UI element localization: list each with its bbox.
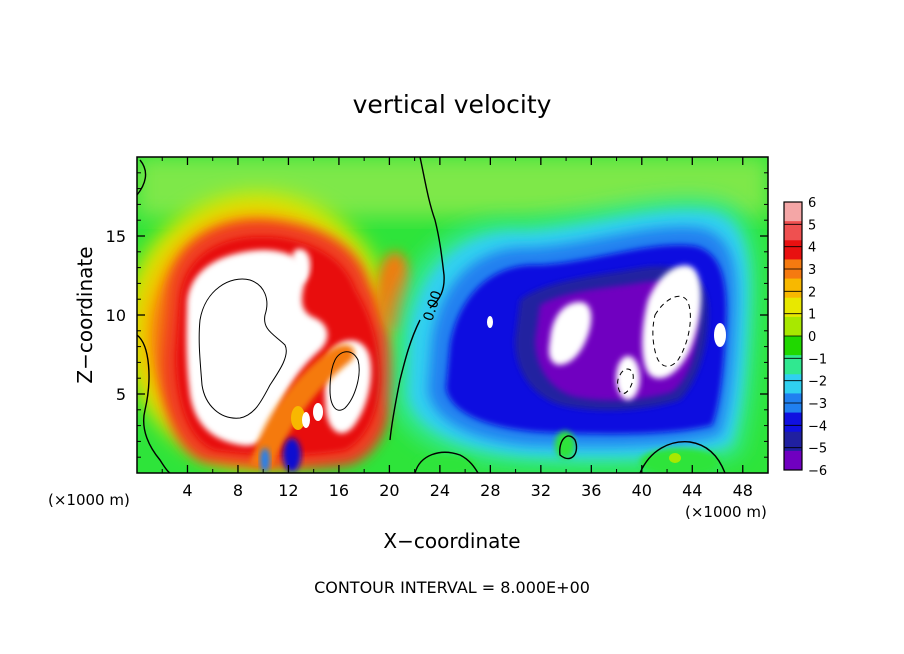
colorbar: 6 5 4 3 2 1 0 −1 −2 −3 −4 −5 −6 [783, 196, 827, 479]
x-tick-label: 24 [430, 481, 450, 500]
colorbar-swatch [784, 450, 802, 471]
downdraft-small-near-ground-2 [260, 448, 270, 472]
contour-interval-note: CONTOUR INTERVAL = 8.000E+00 [314, 578, 590, 597]
updraft-arc-band [250, 344, 355, 468]
colorbar-swatch [784, 202, 802, 222]
colorbar-swatch [784, 240, 802, 260]
colorbar-label: −3 [808, 397, 827, 412]
contour-negative-right [652, 295, 691, 367]
contour-positive-right [329, 351, 360, 411]
x-tick-label: 28 [480, 481, 500, 500]
colorbar-label: −2 [808, 375, 827, 390]
colorbar-swatch [784, 278, 802, 299]
colorbar-label: −5 [808, 442, 827, 457]
colorbar-label: −1 [808, 352, 827, 367]
contour-lines [137, 157, 726, 473]
updraft-spot-1 [291, 406, 305, 430]
updraft-core-a [186, 250, 328, 446]
downdraft-core-right [642, 265, 702, 379]
colorbar-swatch [784, 221, 802, 241]
updraft-left [137, 192, 413, 472]
contour-zero-bottom-right [639, 441, 726, 473]
green-pocket-1 [555, 431, 575, 459]
z-unit-label: (×1000 m) [48, 491, 130, 509]
colorbar-swatch [784, 355, 802, 375]
contour-zero-divider [419, 157, 445, 309]
colorbar-swatch [784, 297, 802, 318]
contour-zero-left-edge [137, 334, 171, 473]
colorbar-label: 1 [808, 308, 816, 323]
y-tick-label: 5 [116, 385, 126, 404]
contour-zero-left-border [137, 159, 147, 196]
colorbar-swatch [784, 316, 802, 337]
x-axis-label: X−coordinate [383, 529, 520, 553]
contour-zero-divider-lower [389, 319, 421, 441]
colorbar-swatch [784, 431, 802, 452]
downdraft-core-edge [714, 323, 726, 347]
yellow-speck [669, 453, 681, 463]
chart-title: vertical velocity [353, 90, 552, 119]
colorbar-swatch [784, 412, 802, 433]
colorbar-label: 6 [808, 196, 816, 211]
updraft-spot-2 [313, 403, 323, 421]
contour-zero-bottom-mid [414, 451, 479, 473]
x-tick-label: 16 [329, 481, 349, 500]
x-tick-label: 4 [182, 481, 192, 500]
downdraft-core-left [548, 302, 592, 365]
colorbar-swatch [784, 336, 802, 356]
colorbar-label: −4 [808, 419, 827, 434]
y-axis-ticks: 5 10 15 [106, 172, 768, 458]
colorbar-label: −6 [808, 464, 827, 479]
x-unit-label: (×1000 m) [685, 503, 767, 521]
x-tick-label: 48 [733, 481, 753, 500]
downdraft-right [392, 197, 759, 473]
x-tick-label: 32 [531, 481, 551, 500]
green-pocket-3 [415, 455, 475, 473]
x-tick-label: 44 [682, 481, 702, 500]
heatmap-field: 0.00 [137, 157, 768, 473]
updraft-spot-3 [302, 412, 310, 428]
x-axis-ticks: 4 8 12 16 20 24 28 32 36 40 44 48 [161, 157, 753, 500]
green-pocket-2 [640, 448, 720, 473]
colorbar-label: 0 [808, 330, 816, 345]
colorbar-label: 3 [808, 263, 816, 278]
x-tick-label: 20 [379, 481, 399, 500]
colorbar-swatch [784, 374, 802, 394]
x-tick-label: 8 [233, 481, 243, 500]
contour-zero-small-loop [559, 435, 578, 460]
colorbar-label: 5 [808, 218, 816, 233]
y-axis-label: Z−coordinate [73, 246, 97, 383]
downdraft-small-near-ground [283, 438, 301, 472]
contour-positive-left [198, 278, 287, 419]
y-tick-label: 10 [106, 306, 126, 325]
x-tick-label: 12 [278, 481, 298, 500]
colorbar-label: 2 [808, 285, 816, 300]
x-tick-label: 40 [632, 481, 652, 500]
colorbar-label: 4 [808, 241, 816, 256]
y-tick-label: 15 [106, 227, 126, 246]
downdraft-core-small [616, 356, 640, 400]
updraft-core-b [292, 249, 311, 283]
x-tick-label: 36 [581, 481, 601, 500]
downdraft-speck [487, 316, 493, 328]
contour-negative-small [617, 368, 634, 395]
